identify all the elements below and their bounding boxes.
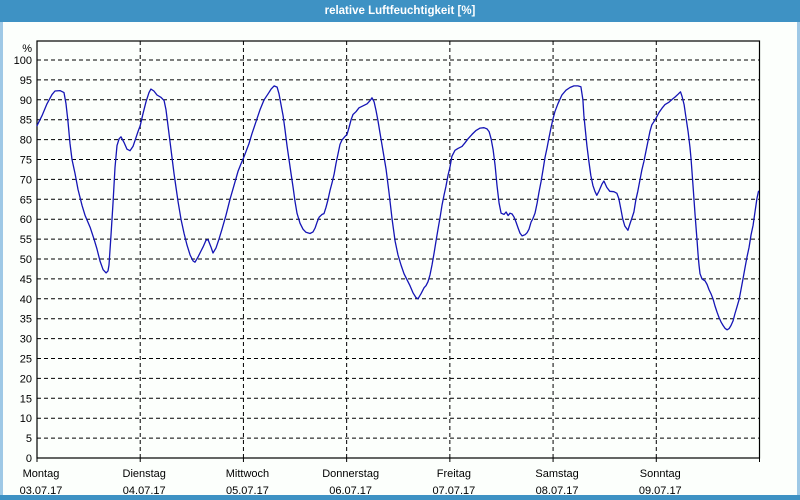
y-tick-label: 15 (20, 393, 32, 405)
x-date-label: 07.07.17 (432, 485, 475, 495)
y-tick-label: 100 (14, 55, 32, 67)
y-tick-label: 35 (20, 314, 32, 326)
window-title: relative Luftfeuchtigkeit [%] (324, 5, 476, 17)
x-weekday-label: Montag (23, 468, 60, 480)
humidity-series-line (36, 85, 760, 331)
x-weekday-label: Mittwoch (226, 468, 269, 480)
y-tick-label: 50 (20, 254, 32, 266)
y-tick-label: 85 (20, 115, 32, 127)
window-border-right (797, 22, 800, 500)
x-weekday-label: Dienstag (123, 468, 166, 480)
y-tick-label: 70 (20, 174, 32, 186)
window-border-left (0, 22, 3, 500)
y-tick-label: 40 (20, 294, 32, 306)
x-date-label: 06.07.17 (329, 485, 372, 495)
x-weekday-label: Sonntag (640, 468, 681, 480)
y-tick-label: 45 (20, 274, 32, 286)
x-weekday-label: Samstag (535, 468, 578, 480)
x-date-label: 03.07.17 (20, 485, 63, 495)
y-tick-label: 20 (20, 373, 32, 385)
x-date-label: 09.07.17 (639, 485, 682, 495)
y-tick-label: 5 (26, 433, 32, 445)
y-tick-label: 10 (20, 413, 32, 425)
x-date-label: 04.07.17 (123, 485, 166, 495)
y-tick-label: 75 (20, 155, 32, 167)
window-border-bottom (0, 495, 800, 500)
y-tick-label: 95 (20, 75, 32, 87)
plot-frame (36, 40, 761, 459)
x-date-label: 05.07.17 (226, 485, 269, 495)
chart-area: 0 5 10 15 20 25 30 35 40 45 50 55 60 65 70 75 80 85 90 95 10… (0, 22, 800, 497)
humidity-chart: 0 5 10 15 20 25 30 35 40 45 50 55 60 65 70 75 80 85 90 95 10… (14, 40, 761, 497)
y-tick-label: 0 (26, 453, 32, 465)
y-tick-label: 60 (20, 214, 32, 226)
x-date-label: 08.07.17 (536, 485, 579, 495)
x-weekday-label: Freitag (437, 468, 471, 480)
y-tick-label: 55 (20, 234, 32, 246)
y-tick-label: 65 (20, 194, 32, 206)
y-axis-unit-label: % (22, 43, 32, 55)
window-titlebar: relative Luftfeuchtigkeit [%] (0, 0, 800, 22)
y-tick-label: 80 (20, 135, 32, 147)
x-weekday-label: Donnerstag (322, 468, 379, 480)
y-tick-label: 30 (20, 334, 32, 346)
y-tick-label: 90 (20, 95, 32, 107)
y-tick-label: 25 (20, 354, 32, 366)
